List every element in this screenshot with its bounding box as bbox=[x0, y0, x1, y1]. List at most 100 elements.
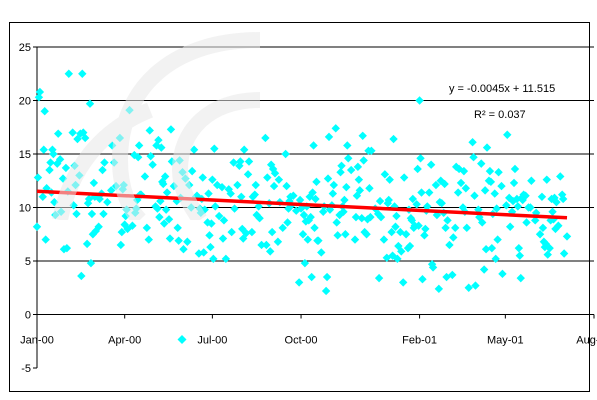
scatter-point bbox=[207, 219, 216, 228]
scatter-point bbox=[418, 274, 427, 284]
scatter-point bbox=[167, 157, 177, 166]
scatter-point bbox=[267, 227, 277, 237]
scatter-point bbox=[362, 230, 371, 239]
scatter-point bbox=[221, 254, 231, 264]
scatter-point bbox=[477, 159, 486, 168]
scatter-point bbox=[210, 144, 219, 153]
scatter-point bbox=[354, 175, 364, 184]
scatter-point bbox=[312, 177, 321, 187]
scatter-point bbox=[140, 172, 150, 181]
scatter-point bbox=[526, 203, 535, 212]
scatter-point bbox=[142, 223, 152, 233]
scatter-point bbox=[392, 211, 401, 221]
legend-marker bbox=[177, 335, 187, 344]
scatter-point bbox=[493, 235, 502, 244]
scatter-point bbox=[218, 234, 228, 243]
scatter-point bbox=[441, 223, 450, 233]
scatter-point bbox=[45, 165, 54, 175]
scatter-point bbox=[336, 167, 345, 177]
scatter-point bbox=[98, 165, 107, 175]
scatter-point bbox=[451, 223, 460, 233]
scatter-point bbox=[230, 204, 239, 213]
scatter-point bbox=[401, 230, 411, 239]
scatter-point bbox=[346, 165, 356, 175]
scatter-point bbox=[437, 199, 446, 208]
x-tick-label: Aug-01 bbox=[576, 335, 597, 347]
scatter-point bbox=[328, 189, 338, 198]
axes bbox=[33, 46, 595, 369]
scatter-point bbox=[366, 212, 375, 222]
scatter-point bbox=[169, 181, 179, 191]
scatter-point bbox=[515, 251, 524, 260]
scatter-point bbox=[358, 131, 367, 141]
scatter-point bbox=[494, 167, 503, 177]
scatter-point bbox=[486, 177, 496, 187]
scatter-point bbox=[464, 283, 473, 292]
scatter-point bbox=[487, 243, 497, 253]
scatter-point bbox=[514, 243, 524, 253]
scatter-point bbox=[380, 170, 390, 179]
scatter-point bbox=[479, 265, 489, 274]
scatter-point bbox=[507, 207, 517, 216]
scatter-point bbox=[393, 254, 402, 264]
scatter-point bbox=[109, 158, 119, 167]
scatter-point bbox=[35, 87, 45, 97]
y-tick-label: 5 bbox=[25, 256, 31, 268]
scatter-point bbox=[459, 166, 469, 176]
scatter-point bbox=[317, 248, 326, 257]
scatter-point bbox=[562, 232, 572, 241]
scatter-point bbox=[117, 227, 127, 237]
scatter-point bbox=[323, 174, 333, 183]
scatter-point bbox=[558, 194, 568, 204]
scatter-point bbox=[295, 195, 305, 205]
scatter-point bbox=[405, 241, 415, 251]
scatter-point bbox=[166, 125, 176, 134]
y-tick-label: 25 bbox=[19, 42, 31, 54]
scatter-point bbox=[162, 188, 172, 197]
scatter-point bbox=[244, 157, 254, 166]
scatter-point bbox=[340, 195, 349, 205]
scatter-point bbox=[470, 191, 479, 200]
scatter-point bbox=[375, 196, 385, 206]
scatter-point bbox=[300, 258, 310, 268]
scatter-point bbox=[61, 163, 71, 173]
scatter-point bbox=[314, 236, 323, 245]
scatter-point bbox=[261, 133, 270, 143]
scatter-point bbox=[468, 138, 477, 147]
scatter-point bbox=[357, 214, 366, 223]
scatter-point bbox=[339, 207, 348, 216]
scatter-point bbox=[299, 210, 309, 220]
scatter-point bbox=[273, 237, 283, 246]
x-tick-label: Apr-00 bbox=[108, 335, 141, 347]
scatter-point bbox=[471, 281, 480, 290]
scatter-point bbox=[535, 230, 545, 239]
scatter-point bbox=[281, 149, 290, 159]
scatter-point bbox=[86, 258, 96, 268]
scatter-point bbox=[125, 105, 134, 115]
scatter-point bbox=[69, 201, 78, 210]
scatter-point bbox=[391, 222, 400, 231]
scatter-point bbox=[389, 134, 398, 144]
scatter-point bbox=[189, 145, 199, 154]
x-tick-label: Jul-00 bbox=[197, 335, 227, 347]
scatter-point bbox=[469, 153, 478, 162]
scatter-point bbox=[462, 223, 471, 233]
x-tick-label: May-01 bbox=[487, 335, 524, 347]
scatter-point bbox=[87, 209, 97, 219]
scatter-point bbox=[333, 231, 342, 240]
scatter-point bbox=[387, 227, 396, 237]
scatter-point bbox=[40, 107, 49, 116]
scatter-point bbox=[481, 245, 491, 254]
x-tick-label: Oct-00 bbox=[285, 335, 318, 347]
scatter-point bbox=[492, 204, 501, 213]
scatter-point bbox=[498, 269, 507, 279]
scatter-point bbox=[160, 219, 169, 228]
scatter-point bbox=[350, 235, 360, 244]
scatter-point bbox=[510, 164, 520, 174]
scatter-point bbox=[199, 248, 208, 257]
scatter-point bbox=[414, 221, 423, 230]
scatter-point bbox=[559, 249, 569, 258]
scatter-point bbox=[549, 215, 558, 224]
scatter-point bbox=[289, 191, 298, 200]
scatter-point bbox=[420, 231, 429, 240]
